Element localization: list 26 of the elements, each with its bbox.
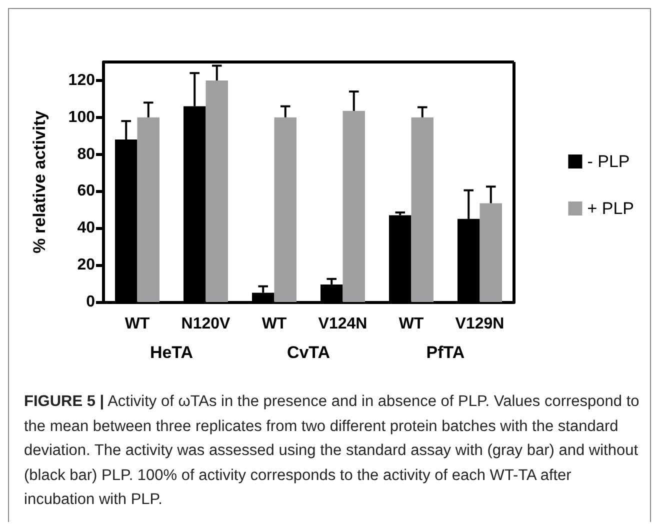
bar <box>206 80 228 302</box>
x-tick-label: N120V <box>181 316 231 332</box>
legend-label: + PLP <box>587 199 634 218</box>
y-tick-label: 20 <box>77 256 96 274</box>
x-tick-label: WT <box>262 316 287 332</box>
x-tick-label: V129N <box>455 316 504 332</box>
y-tick-label: 120 <box>68 72 96 89</box>
bar <box>137 117 160 302</box>
x-tick-label: WT <box>398 316 424 332</box>
bar <box>342 110 366 302</box>
x-tick-label: WT <box>124 316 150 332</box>
bar <box>480 203 502 302</box>
y-axis-title: % relative activity <box>30 110 49 254</box>
text: HeTA <box>150 343 194 362</box>
caption: FIGURE 5 | Activity of ωTAs in the presence and in absence of PLP. Values correspond to the mean between three replicates from two different protein batches with the standard deviation. The activity was assessed using the standard assay with (gray bar) and without (black bar) PLP. 100% of activity corresponds to the activity of each WT-TA after incubation with PLP. <box>24 392 640 510</box>
y-tick-label: 0 <box>86 294 96 310</box>
y-tick-label: 80 <box>77 146 96 163</box>
x-tick-label: V124N <box>318 316 368 332</box>
text: PfTA <box>426 343 465 362</box>
y-tick-label: 60 <box>77 182 96 200</box>
bar <box>274 117 297 302</box>
text: CvTA <box>286 343 330 362</box>
bar <box>411 117 434 302</box>
y-tick-label: 100 <box>68 108 96 126</box>
legend-label: - PLP <box>587 152 630 171</box>
y-tick-label: 40 <box>77 220 96 237</box>
